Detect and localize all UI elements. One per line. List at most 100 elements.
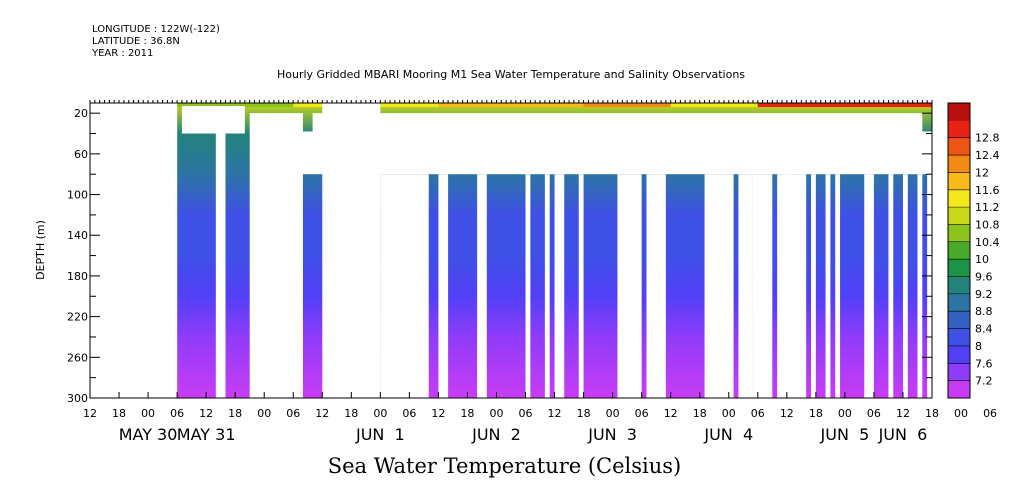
x-hour-label: 12 (780, 407, 794, 420)
x-hour-label: 18 (344, 407, 358, 420)
missing-data-region (544, 174, 550, 398)
y-tick-label: 180 (67, 270, 88, 283)
missing-data-region (704, 174, 734, 398)
x-hour-label: 06 (983, 407, 997, 420)
x-hour-label: 00 (722, 407, 736, 420)
x-axis: 12 18 00 06 12 18 00 06 12 18 00 06 12 18 00 06 12 18 00 06… (83, 392, 997, 444)
colorbar-swatch (948, 224, 970, 243)
x-hour-label: 00 (257, 407, 271, 420)
colorbar-swatch (948, 363, 970, 382)
x-hour-label: 06 (867, 407, 881, 420)
missing-data-region (902, 174, 908, 398)
colorbar-label: 9.6 (975, 271, 993, 284)
missing-data-region (322, 103, 381, 398)
surface-temperature-cell (757, 103, 932, 108)
x-hour-label: 12 (199, 407, 213, 420)
colorbar-label: 11.2 (975, 201, 1000, 214)
missing-data-region (781, 174, 792, 398)
colorbar-swatch (948, 293, 970, 312)
colorbar-label: 7.6 (975, 357, 993, 370)
missing-data-region (927, 174, 932, 398)
colorbar-swatch (948, 207, 970, 225)
latitude-label: LATITUDE : 36.8N (92, 36, 180, 47)
colorbar-swatch (948, 120, 970, 139)
missing-data-region (312, 113, 923, 134)
colorbar-swatch (948, 276, 970, 295)
missing-data-region (578, 174, 584, 398)
surface-temperature-cell (583, 103, 671, 108)
missing-data-region (380, 174, 429, 398)
y-axis: 20 60 100 140 180 220 260 300 (67, 107, 932, 405)
x-hour-label: 18 (693, 407, 707, 420)
surface-temperature-cell (438, 103, 584, 108)
x-hour-label: 06 (751, 407, 765, 420)
colorbar-label: 11.6 (975, 184, 1000, 197)
plot-frame (89, 100, 933, 399)
y-tick-label: 100 (67, 189, 88, 202)
missing-data-region (283, 131, 932, 175)
x-hour-label: 12 (896, 407, 910, 420)
x-hour-label: 18 (925, 407, 939, 420)
y-tick-label: 300 (67, 392, 88, 405)
x-hour-label: 18 (112, 407, 126, 420)
colorbar-swatch (948, 189, 970, 208)
colorbar-label: 7.2 (975, 375, 993, 388)
x-date-label: JUN 4 (703, 425, 753, 444)
y-tick-label: 220 (67, 311, 88, 324)
x-hour-label: 00 (489, 407, 503, 420)
missing-data-region (477, 174, 487, 398)
y-tick-label: 60 (74, 148, 88, 161)
missing-data-region (554, 174, 565, 398)
x-hour-label: 12 (315, 407, 329, 420)
missing-data-region (215, 106, 226, 398)
chart-title: Hourly Gridded MBARI Mooring M1 Sea Wate… (276, 68, 746, 81)
colorbar-label: 12.8 (975, 132, 1000, 145)
x-hour-label: 00 (838, 407, 852, 420)
x-hour-label: 06 (402, 407, 416, 420)
x-hour-label: 12 (83, 407, 97, 420)
missing-data-region (617, 174, 642, 398)
colorbar-label: 8.8 (975, 305, 993, 318)
colorbar: 7.2 7.6 8 8.4 8.8 9.2 9.6 10 10.4 10.8 11.2 11.6 12 1… (947, 102, 1000, 399)
colorbar-swatch (948, 345, 970, 364)
x-hour-label: 00 (954, 407, 968, 420)
missing-data-region (738, 174, 753, 398)
x-date-label: JUN 6 (878, 425, 928, 444)
colorbar-label: 10 (975, 253, 989, 266)
x-hour-label: 00 (141, 407, 155, 420)
colorbar-swatch (948, 311, 970, 330)
colorbar-label: 10.4 (975, 236, 1000, 249)
missing-data-layer (90, 103, 932, 398)
longitude-label: LONGITUDE : 122W(-122) (92, 24, 220, 35)
x-hour-label: 18 (577, 407, 591, 420)
surface-temperature-cell (177, 103, 294, 108)
x-hour-label: 06 (635, 407, 649, 420)
x-date-label: JUN 2 (471, 425, 521, 444)
y-tick-label: 20 (74, 107, 88, 120)
missing-data-region (864, 174, 874, 398)
colorbar-swatch (948, 155, 970, 173)
x-hour-label: 12 (431, 407, 445, 420)
colorbar-swatch (948, 172, 970, 191)
x-date-label: JUN 5 (820, 425, 870, 444)
x-hour-label: 06 (519, 407, 533, 420)
missing-data-region (90, 103, 178, 398)
x-hour-label: 00 (606, 407, 620, 420)
colorbar-swatch (948, 137, 970, 156)
colorbar-border (947, 102, 971, 399)
missing-data-region (917, 174, 923, 398)
missing-data-region (752, 174, 773, 398)
x-hour-label: 12 (548, 407, 562, 420)
colorbar-label: 10.8 (975, 218, 1000, 231)
colorbar-label: 9.2 (975, 288, 993, 301)
x-hour-label: 00 (373, 407, 387, 420)
x-date-label: MAY 31 (177, 425, 236, 444)
chart-caption: Sea Water Temperature (Celsius) (327, 454, 682, 478)
colorbar-swatch (948, 103, 970, 121)
missing-data-region (825, 174, 831, 398)
x-hour-label: 06 (286, 407, 300, 420)
missing-data-region (646, 174, 666, 398)
y-axis-label: DEPTH (m) (34, 220, 47, 280)
x-date-label: JUN 1 (355, 425, 405, 444)
